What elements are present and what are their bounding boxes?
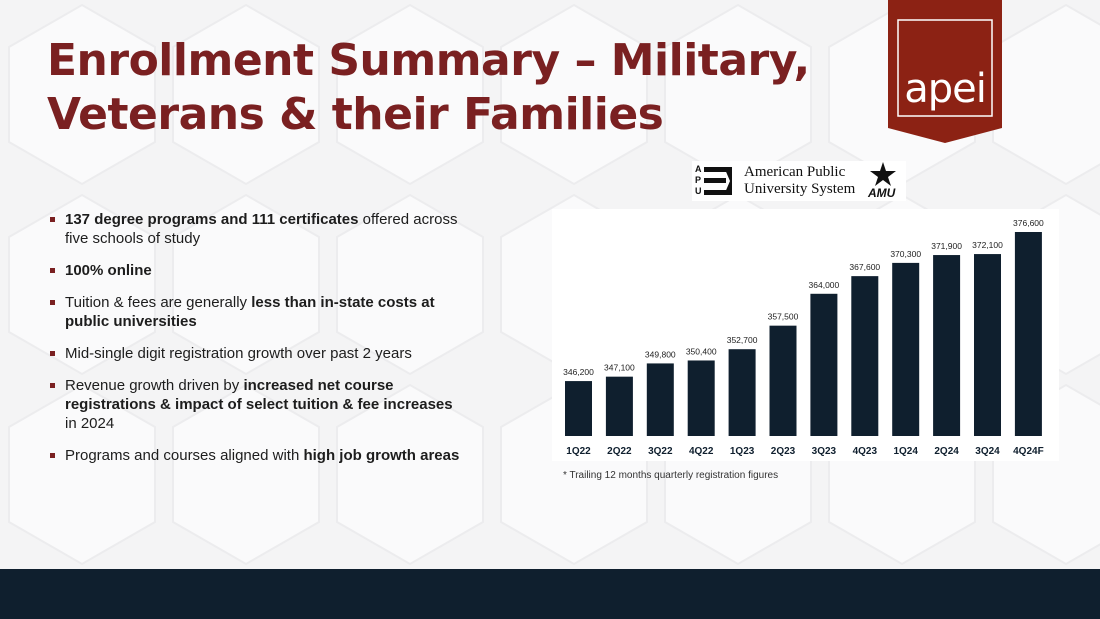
amu-letter-p: P [695, 175, 702, 185]
amu-abbr: AMU [868, 186, 896, 200]
page-title-line-2: Veterans & their Families [47, 89, 664, 140]
bullet-item: Tuition & fees are generally less than i… [48, 293, 468, 331]
data-label-3Q22: 349,800 [645, 349, 676, 359]
bar-1Q23 [728, 349, 756, 436]
bullet-list: 137 degree programs and 111 certificates… [48, 210, 468, 478]
page-title-line-1: Enrollment Summary – Military, [47, 35, 810, 86]
amu-letter-a: A [695, 164, 702, 174]
registrations-chart: 346,200 1Q22 347,100 2Q22 349,800 3Q22 350,400… [552, 209, 1059, 461]
bullet-text: offered across five schools of study [65, 211, 458, 247]
bar-2Q22 [605, 376, 633, 436]
bullet-item: Mid-single digit registration growth ove… [48, 344, 468, 363]
bar-1Q22 [565, 381, 592, 436]
bullet-item: 137 degree programs and 111 certificates… [48, 210, 468, 248]
amu-name-line-2: University System [744, 181, 856, 197]
data-label-3Q24: 372,100 [972, 240, 1003, 250]
x-tick-label-2Q24: 2Q24 [934, 446, 959, 457]
x-tick-label-3Q22: 3Q22 [648, 446, 673, 457]
bullet-text: Tuition & fees are generally [65, 294, 252, 311]
chart-footnote: * Trailing 12 months quarterly registrat… [563, 470, 779, 481]
bullet-item: 100% online [48, 261, 468, 280]
data-label-4Q24F: 376,600 [1013, 218, 1044, 228]
bullet-bold-text: increased net course registrations & imp… [65, 377, 453, 413]
bullet-text: in 2024 [65, 415, 115, 432]
star-icon [870, 162, 896, 186]
data-label-4Q23: 367,600 [849, 262, 880, 272]
bar-4Q22 [687, 360, 715, 436]
data-label-2Q22: 347,100 [604, 363, 635, 373]
amu-mark-icon [704, 167, 732, 195]
bullet-text: Revenue growth driven by [65, 377, 244, 394]
data-label-3Q23: 364,000 [809, 280, 840, 290]
x-tick-label-4Q22: 4Q22 [689, 446, 714, 457]
x-tick-label-3Q23: 3Q23 [812, 446, 837, 457]
page-title: Enrollment Summary – Military, Veterans … [47, 34, 810, 142]
bullet-text: Mid-single digit registration growth ove… [65, 345, 412, 362]
footer-bar [0, 569, 1100, 619]
apei-logo-text: apei [904, 66, 987, 112]
x-tick-label-2Q23: 2Q23 [771, 446, 796, 457]
data-label-1Q23: 352,700 [727, 335, 758, 345]
bar-3Q24 [974, 254, 1001, 436]
bullet-bold-text: high job growth areas [303, 447, 460, 464]
bar-3Q22 [646, 363, 674, 436]
data-label-1Q22: 346,200 [563, 367, 594, 377]
x-tick-label-4Q23: 4Q23 [853, 446, 878, 457]
amu-letters: A P U [695, 164, 702, 197]
data-label-2Q24: 371,900 [931, 241, 962, 251]
amu-name: American Public University System [744, 164, 855, 198]
bar-4Q23 [851, 276, 879, 436]
amu-logo: A P U American Public University System … [692, 161, 906, 201]
apei-logo-badge [888, 0, 1002, 143]
bullet-text: Programs and courses aligned with [65, 447, 304, 464]
x-tick-label-1Q24: 1Q24 [893, 446, 918, 457]
registrations-bar-chart: 346,200 1Q22 347,100 2Q22 349,800 3Q22 350,400… [563, 218, 1044, 457]
data-label-1Q24: 370,300 [890, 249, 921, 259]
bar-1Q24 [892, 262, 920, 436]
data-label-4Q22: 350,400 [686, 346, 717, 356]
amu-letter-u: U [695, 186, 702, 196]
x-tick-label-4Q24F: 4Q24F [1013, 446, 1044, 457]
bar-2Q23 [769, 325, 797, 436]
bullet-item: Programs and courses aligned with high j… [48, 446, 468, 465]
bullet-item: Revenue growth driven by increased net c… [48, 376, 468, 433]
bullet-bold-text: 137 degree programs and 111 certificates [65, 211, 359, 228]
data-label-2Q23: 357,500 [768, 312, 799, 322]
bullet-bold-text: 100% online [65, 262, 152, 279]
bar-3Q23 [810, 293, 838, 436]
amu-name-line-1: American Public [744, 164, 846, 180]
bar-2Q24 [933, 255, 961, 436]
x-tick-label-2Q22: 2Q22 [607, 446, 632, 457]
x-tick-label-1Q23: 1Q23 [730, 446, 755, 457]
bar-4Q24F [1014, 232, 1042, 436]
x-tick-label-1Q22: 1Q22 [566, 446, 591, 457]
bullet-bold-text: less than in-state costs at public unive… [65, 294, 435, 330]
x-tick-label-3Q24: 3Q24 [975, 446, 1000, 457]
